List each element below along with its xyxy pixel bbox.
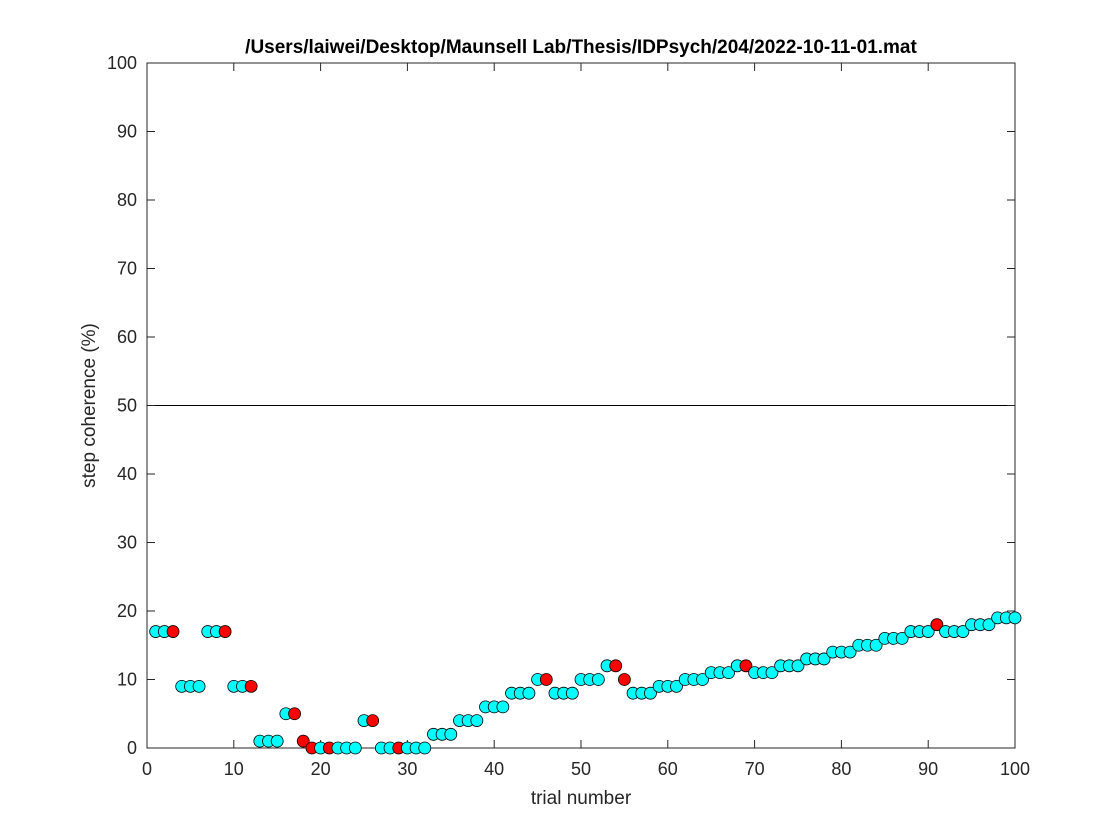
chart-title: /Users/laiwei/Desktop/Maunsell Lab/Thesi… xyxy=(245,37,917,58)
correct-trial-point xyxy=(1008,611,1022,625)
y-tick-label: 0 xyxy=(127,738,137,758)
y-tick-label: 50 xyxy=(117,396,137,416)
x-tick-label: 20 xyxy=(311,759,331,779)
y-axis-label: step coherence (%) xyxy=(79,323,100,488)
error-trial-point xyxy=(930,618,944,632)
correct-trial-point xyxy=(956,625,970,638)
y-tick-label: 10 xyxy=(117,670,137,690)
error-trial-point xyxy=(244,679,258,693)
correct-trial-point xyxy=(765,666,779,680)
correct-trial-point xyxy=(895,632,909,645)
correct-trial-point xyxy=(869,638,883,652)
x-tick-label: 0 xyxy=(142,759,152,779)
error-trial-point xyxy=(618,673,631,686)
y-tick-label: 30 xyxy=(117,533,137,553)
correct-trial-point xyxy=(921,625,935,638)
error-trial-point xyxy=(539,673,553,686)
correct-trial-point xyxy=(722,666,735,680)
error-trial-point xyxy=(739,659,753,673)
correct-trial-point xyxy=(817,652,831,666)
x-tick-label: 90 xyxy=(918,759,938,779)
error-trial-point xyxy=(166,625,180,638)
correct-trial-point xyxy=(470,714,484,727)
x-axis-label: trial number xyxy=(531,788,632,809)
correct-trial-point xyxy=(791,659,805,673)
correct-trial-point xyxy=(444,727,458,741)
correct-trial-point xyxy=(496,700,510,714)
y-axis-ticks: 0 10 20 30 40 50 60 70 80 90 100 xyxy=(107,53,1015,758)
x-tick-label: 100 xyxy=(1000,759,1030,779)
x-tick-label: 70 xyxy=(745,759,765,779)
x-tick-label: 80 xyxy=(831,759,851,779)
correct-trial-point xyxy=(348,741,362,755)
error-trial-point xyxy=(296,734,310,748)
correct-trial-point xyxy=(591,673,605,686)
x-tick-label: 30 xyxy=(397,759,417,779)
y-tick-label: 20 xyxy=(117,601,137,621)
error-trial-point xyxy=(609,659,623,673)
error-trial-point xyxy=(288,707,301,721)
y-tick-label: 100 xyxy=(107,53,137,73)
y-tick-label: 60 xyxy=(117,327,137,347)
correct-trial-point xyxy=(522,686,536,700)
error-trial-point xyxy=(218,625,232,638)
x-tick-label: 40 xyxy=(484,759,504,779)
x-tick-label: 60 xyxy=(658,759,678,779)
error-trial-point xyxy=(366,714,380,727)
y-tick-label: 70 xyxy=(117,259,137,279)
axes-frame xyxy=(146,62,1016,749)
correct-trial-point xyxy=(644,686,657,700)
correct-trial-point xyxy=(418,741,432,755)
correct-trial-point xyxy=(192,679,206,693)
x-axis-ticks: 0 10 20 30 40 50 60 70 80 90 100 xyxy=(142,63,1030,779)
data-points xyxy=(149,611,1022,755)
correct-trial-point xyxy=(696,673,709,686)
correct-trial-point xyxy=(270,734,284,748)
y-tick-label: 80 xyxy=(117,190,137,210)
correct-trial-point xyxy=(843,645,857,659)
correct-trial-point xyxy=(670,679,683,693)
y-tick-label: 40 xyxy=(117,464,137,484)
correct-trial-point xyxy=(982,618,996,632)
x-tick-label: 50 xyxy=(571,759,591,779)
x-tick-label: 10 xyxy=(224,759,244,779)
correct-trial-point xyxy=(565,686,579,700)
y-tick-label: 90 xyxy=(117,122,137,142)
